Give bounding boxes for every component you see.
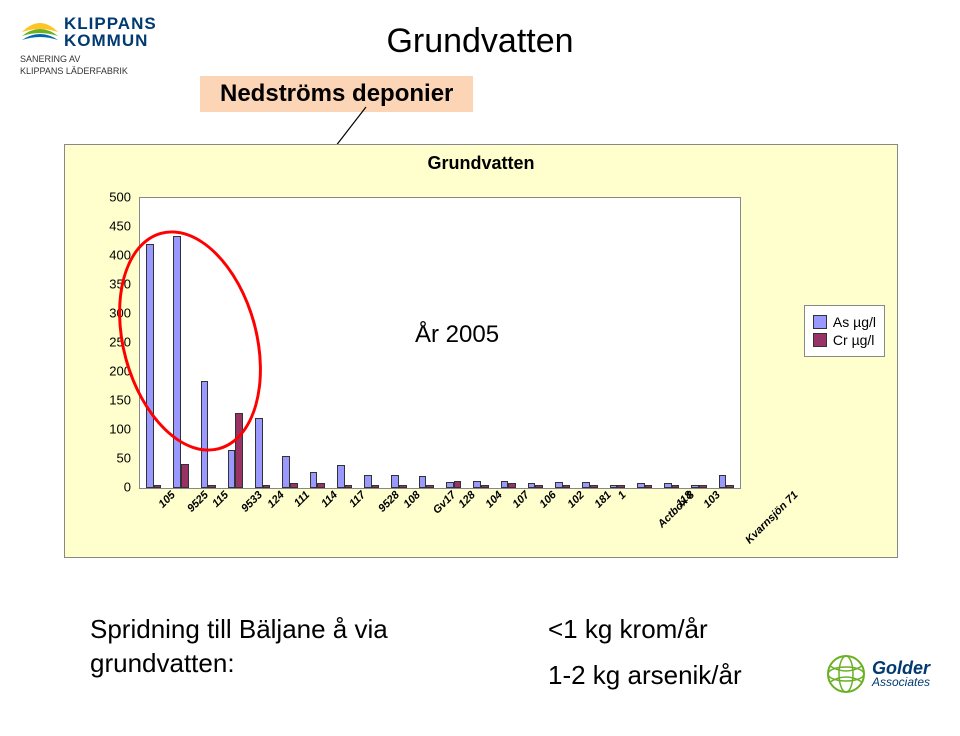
x-label: Gv17 bbox=[431, 489, 459, 517]
x-label: 106 bbox=[538, 489, 559, 510]
x-label: 105 bbox=[156, 489, 177, 510]
bar-as bbox=[282, 456, 290, 488]
x-label: 104 bbox=[483, 489, 504, 510]
legend-label-as: As µg/l bbox=[833, 314, 876, 330]
bar-cr bbox=[372, 485, 380, 488]
ytick: 450 bbox=[109, 219, 131, 234]
globe-icon bbox=[824, 652, 868, 696]
bar-as bbox=[555, 482, 563, 488]
bar-cr bbox=[317, 483, 325, 488]
spread-text-line1: Spridning till Bäljane å via bbox=[90, 614, 388, 645]
bar-cr bbox=[481, 485, 489, 488]
x-label: 107 bbox=[511, 489, 532, 510]
bar-cr bbox=[154, 485, 162, 488]
x-label: 9525 bbox=[185, 489, 211, 515]
page-subtitle: Nedströms deponier bbox=[200, 76, 473, 112]
chart-legend: As µg/l Cr µg/l bbox=[804, 305, 885, 357]
spread-text-line2: grundvatten: bbox=[90, 648, 235, 679]
bar-cr bbox=[672, 485, 680, 488]
legend-item-cr: Cr µg/l bbox=[813, 332, 876, 348]
chart-title: Grundvatten bbox=[65, 153, 897, 174]
bar-cr bbox=[617, 485, 625, 488]
bar-cr bbox=[345, 485, 353, 488]
bar-as bbox=[419, 476, 427, 488]
x-axis-labels: 105 9525115 9533124 111 114 117 9528108 Gv17128… bbox=[139, 489, 739, 549]
legend-item-as: As µg/l bbox=[813, 314, 876, 330]
bar-cr bbox=[645, 485, 653, 488]
x-label: 111 bbox=[292, 489, 312, 509]
x-label: 1 bbox=[616, 489, 629, 502]
bar-as bbox=[610, 485, 618, 488]
golder-line1: Golder bbox=[872, 660, 930, 676]
bar-as bbox=[310, 472, 318, 488]
ytick: 500 bbox=[109, 190, 131, 205]
result-line2: 1-2 kg arsenik/år bbox=[548, 660, 742, 691]
x-label: 9528 bbox=[376, 489, 402, 515]
bar-cr bbox=[563, 485, 571, 488]
bar-as bbox=[473, 481, 481, 488]
x-label: 117 bbox=[347, 489, 368, 510]
bar-cr bbox=[699, 485, 707, 488]
bar-cr bbox=[590, 485, 598, 488]
bar-cr bbox=[726, 485, 734, 488]
bar-cr bbox=[290, 483, 298, 488]
ytick: 100 bbox=[109, 422, 131, 437]
bar-as bbox=[391, 475, 399, 488]
bar-as bbox=[364, 475, 372, 488]
bar-cr bbox=[535, 485, 543, 488]
bar-cr bbox=[263, 485, 271, 488]
bar-cr bbox=[208, 485, 216, 488]
bar-cr bbox=[426, 485, 434, 488]
x-label: 181 bbox=[592, 489, 613, 510]
bar-cr bbox=[181, 464, 189, 488]
legend-label-cr: Cr µg/l bbox=[833, 332, 875, 348]
result-line1: <1 kg krom/år bbox=[548, 614, 708, 645]
bar-as bbox=[446, 482, 454, 488]
x-label: 9533 bbox=[240, 489, 266, 515]
bar-as bbox=[528, 483, 536, 488]
x-label: 103 bbox=[701, 489, 722, 510]
x-label: Kvarnsjön 71 bbox=[744, 489, 801, 546]
bar-as bbox=[337, 465, 345, 488]
bar-as bbox=[228, 450, 236, 488]
logo-sub2: KLIPPANS LÄDERFABRIK bbox=[20, 66, 200, 76]
ytick: 0 bbox=[124, 480, 131, 495]
golder-logo: Golder Associates bbox=[824, 652, 930, 696]
bar-cr bbox=[508, 483, 516, 488]
bar-as bbox=[664, 483, 672, 488]
bar-cr bbox=[399, 485, 407, 488]
x-label: 128 bbox=[456, 489, 477, 510]
bar-as bbox=[501, 481, 509, 488]
x-label: 115 bbox=[210, 489, 231, 510]
year-label: År 2005 bbox=[415, 321, 499, 349]
bar-cr bbox=[454, 481, 462, 488]
bar-as bbox=[255, 418, 263, 488]
page-root: { "logo":{"l1":"KLIPPANS","l2":"KOMMUN",… bbox=[0, 0, 960, 736]
x-label: 124 bbox=[265, 489, 286, 510]
x-label: 102 bbox=[565, 489, 586, 510]
golder-line2: Associates bbox=[872, 676, 930, 688]
x-label: 114 bbox=[319, 489, 340, 510]
ytick: 150 bbox=[109, 393, 131, 408]
bar-as bbox=[719, 475, 727, 488]
bar-as bbox=[691, 485, 699, 488]
ytick: 50 bbox=[117, 451, 131, 466]
bar-as bbox=[637, 483, 645, 488]
x-label: 108 bbox=[401, 489, 422, 510]
page-title: Grundvatten bbox=[0, 22, 960, 61]
bar-as bbox=[582, 482, 590, 488]
